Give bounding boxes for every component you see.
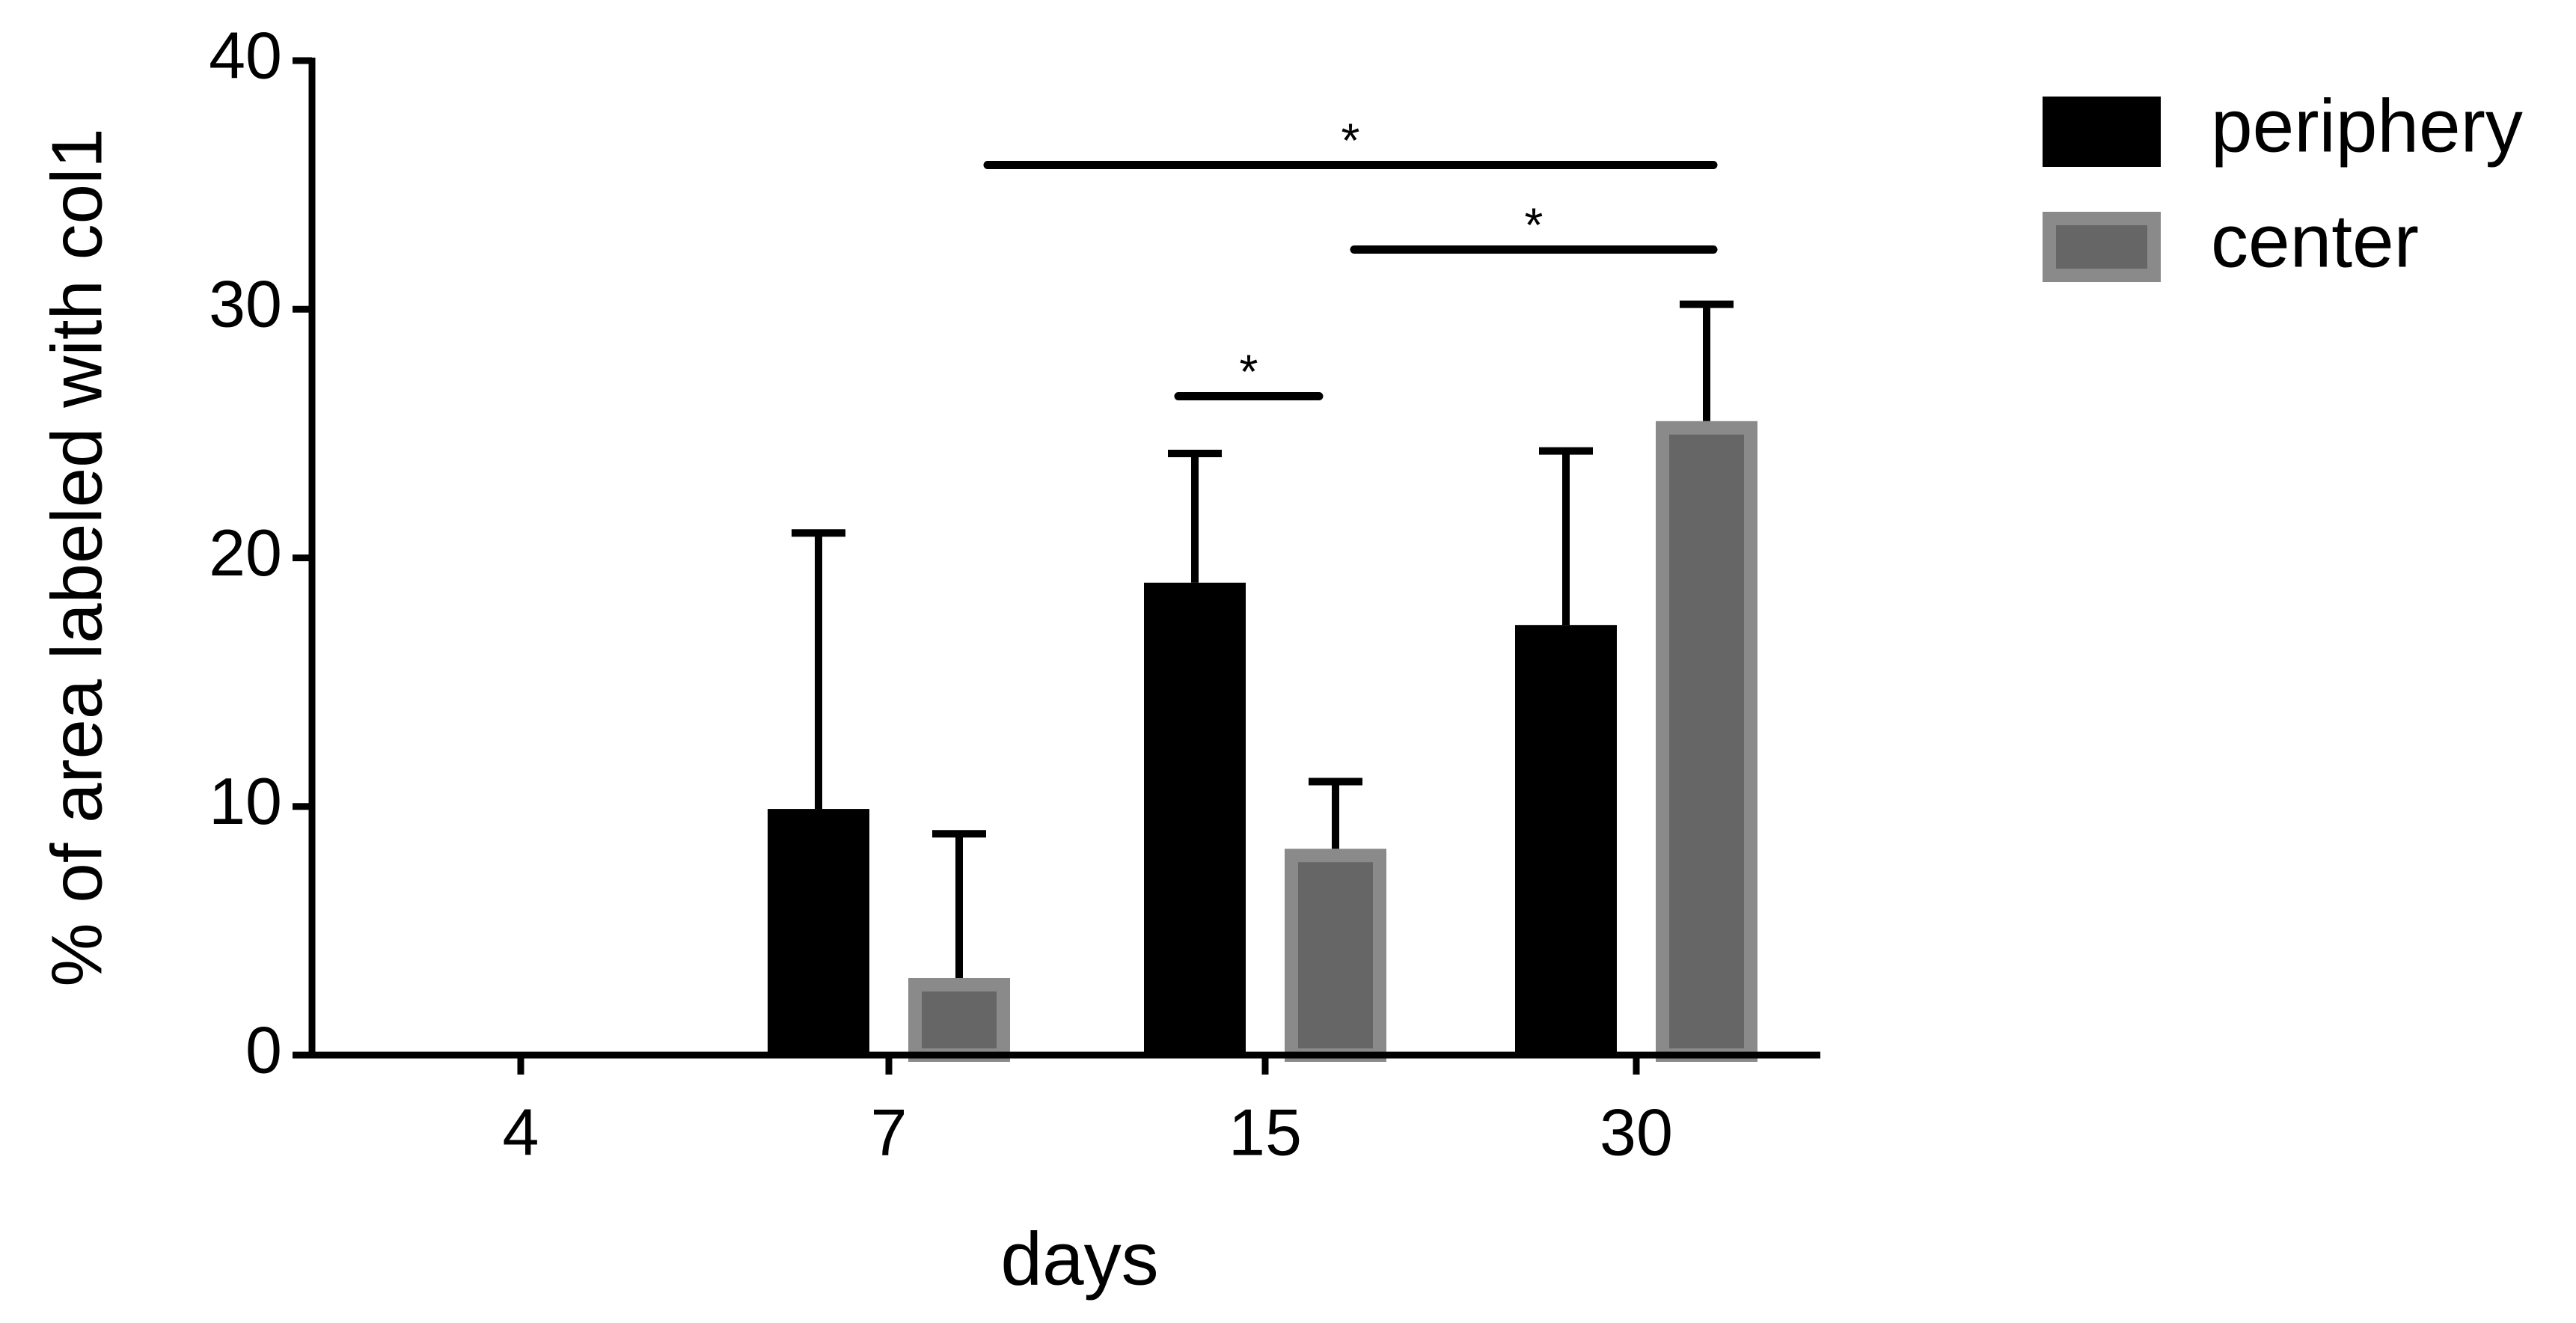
legend-label: periphery [2211,84,2523,168]
bar [1285,849,1386,1063]
bar [768,809,869,1055]
significance-label: * [1341,113,1360,167]
x-tick-label: 7 [871,1095,908,1169]
y-tick-label: 0 [245,1012,282,1087]
y-tick-label: 20 [209,516,282,590]
error-bar [932,830,986,979]
error-bar [1168,449,1222,583]
legend-swatch [2043,97,2161,167]
error-bar [1680,300,1734,421]
bar [1515,625,1617,1055]
y-tick-label: 40 [209,18,282,92]
error-bar [1309,777,1362,849]
significance-label: * [1525,198,1544,251]
error-bar [1539,447,1593,626]
error-bar [792,529,845,810]
legend-swatch [2043,212,2161,282]
significance-label: * [1240,344,1258,398]
x-tick-label: 4 [503,1095,539,1169]
bar [1144,582,1246,1055]
legend-label: center [2211,199,2419,283]
bar [1656,421,1757,1062]
y-axis-title: % of area labeled with col1 [37,128,117,986]
bar [908,978,1010,1062]
y-tick-label: 30 [209,267,282,341]
x-tick-label: 15 [1229,1095,1302,1169]
y-tick-label: 10 [209,764,282,838]
x-axis-title: days [1000,1217,1158,1301]
x-tick-label: 30 [1600,1095,1673,1169]
